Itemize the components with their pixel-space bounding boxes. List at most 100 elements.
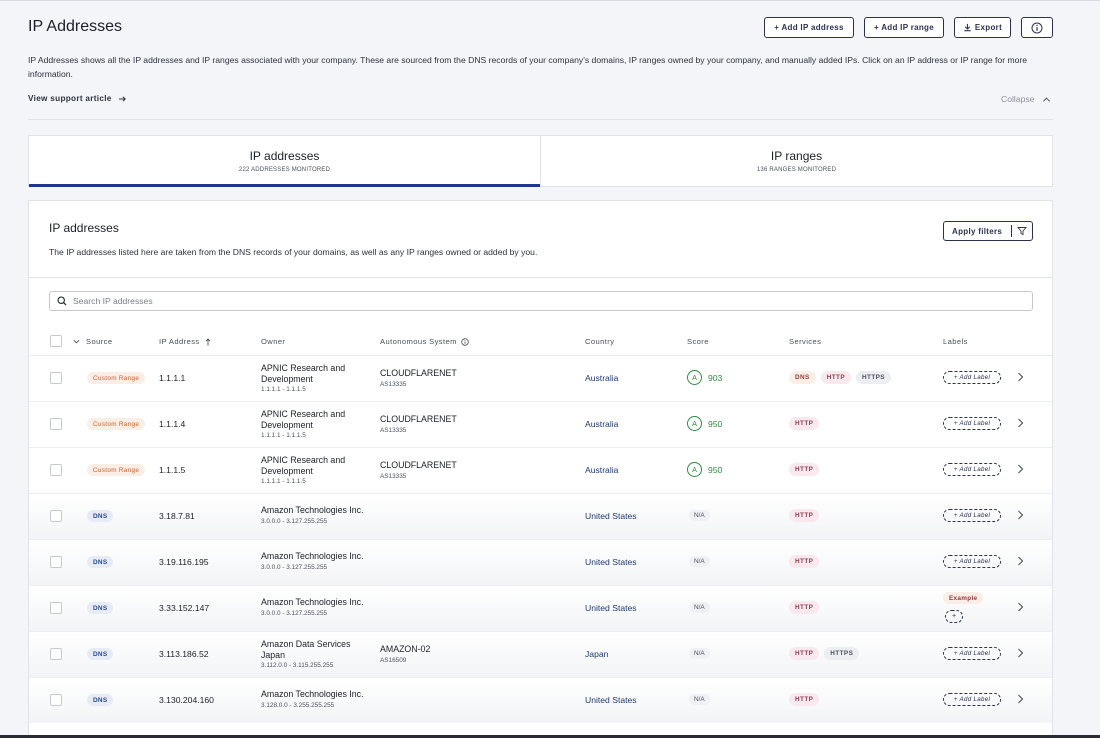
column-autonomous-system[interactable]: Autonomous System xyxy=(380,337,470,346)
owner-range: 3.0.0.0 - 3.127.255.255 xyxy=(261,563,328,571)
chevron-right-icon[interactable] xyxy=(1017,464,1024,474)
tab-ip-ranges-label: IP ranges xyxy=(770,149,823,163)
tab-ip-addresses[interactable]: IP addresses 222 ADDRESSES MONITORED xyxy=(29,136,540,187)
table-row[interactable]: DNS 3.19.116.195 Amazon Technologies Inc… xyxy=(29,539,1052,585)
owner-range: 3.128.0.0 - 3.255.255.255 xyxy=(261,701,335,709)
info-icon[interactable] xyxy=(461,338,470,346)
row-checkbox[interactable] xyxy=(50,556,62,568)
owner-name: APNIC Research and Development xyxy=(261,363,346,384)
row-checkbox[interactable] xyxy=(50,648,62,660)
service-badge: HTTP xyxy=(789,509,820,522)
chevron-right-icon[interactable] xyxy=(1017,372,1024,382)
ip-addresses-panel: IP addresses The IP addresses listed her… xyxy=(28,200,1053,738)
section-divider xyxy=(28,119,1053,120)
add-label-button[interactable]: + Add Label xyxy=(943,417,1001,430)
chevron-right-icon[interactable] xyxy=(1017,602,1024,612)
select-all-checkbox[interactable] xyxy=(50,335,62,347)
support-article-link[interactable]: View support article xyxy=(28,94,127,103)
chevron-right-icon[interactable] xyxy=(1017,510,1024,520)
chevron-right-icon[interactable] xyxy=(1017,694,1024,704)
autonomous-system-cell: CLOUDFLARENET AS13335 xyxy=(380,368,457,388)
score-cell: A 950 xyxy=(687,462,722,477)
services-cell: HTTP xyxy=(789,693,820,706)
panel-divider xyxy=(29,277,1052,278)
owner-cell: APNIC Research and Development 1.1.1.1 - … xyxy=(261,455,376,486)
owner-range: 1.1.1.1 - 1.1.1.5 xyxy=(261,478,306,485)
table-row[interactable]: Custom Range 1.1.1.1 APNIC Research and … xyxy=(29,355,1052,401)
service-badge: HTTPS xyxy=(856,371,891,384)
row-checkbox[interactable] xyxy=(50,602,62,614)
apply-filters-button[interactable]: Apply filters xyxy=(943,221,1033,241)
add-ip-range-button[interactable]: + Add IP range xyxy=(864,17,944,38)
row-checkbox[interactable] xyxy=(50,694,62,706)
tab-ip-addresses-label: IP addresses xyxy=(249,149,320,163)
score-cell: A 903 xyxy=(687,370,722,385)
add-label-button[interactable]: + Add Label xyxy=(943,463,1001,476)
search-box xyxy=(49,291,1033,311)
column-labels[interactable]: Labels xyxy=(943,337,968,346)
source-badge: DNS xyxy=(87,694,114,706)
row-checkbox[interactable] xyxy=(50,418,62,430)
services-cell: DNS HTTP HTTPS xyxy=(789,371,891,384)
chevron-right-icon[interactable] xyxy=(1017,418,1024,428)
owner-name: APNIC Research and Development xyxy=(261,409,346,430)
as-number: AS16509 xyxy=(380,657,407,664)
column-services[interactable]: Services xyxy=(789,337,822,346)
table-row[interactable]: Custom Range 1.1.1.5 APNIC Research and … xyxy=(29,447,1052,493)
info-button[interactable] xyxy=(1021,17,1053,38)
chevron-right-icon[interactable] xyxy=(1017,556,1024,566)
row-checkbox[interactable] xyxy=(50,464,62,476)
arrow-right-icon xyxy=(119,96,127,102)
add-label-button[interactable]: + Add Label xyxy=(943,371,1001,384)
column-ip-address[interactable]: IP Address xyxy=(159,337,211,346)
tab-ip-ranges-count: 136 RANGES MONITORED xyxy=(756,167,837,173)
score-not-available: N/A xyxy=(689,556,710,567)
column-score[interactable]: Score xyxy=(687,337,709,346)
add-label-button[interactable]: + Add Label xyxy=(943,693,1001,706)
tab-ip-ranges[interactable]: IP ranges 136 RANGES MONITORED xyxy=(540,136,1052,186)
column-owner[interactable]: Owner xyxy=(261,337,286,346)
chevron-down-icon[interactable] xyxy=(73,339,80,344)
source-badge: Custom Range xyxy=(87,372,146,384)
ip-address: 3.130.204.160 xyxy=(159,695,214,705)
country: United States xyxy=(585,695,637,705)
owner-name: APNIC Research and Development xyxy=(261,455,346,476)
table-row[interactable]: DNS 3.33.152.147 Amazon Technologies Inc… xyxy=(29,585,1052,631)
table-row[interactable]: Custom Range 1.1.1.4 APNIC Research and … xyxy=(29,401,1052,447)
search-input[interactable] xyxy=(73,296,973,306)
autonomous-system-cell: CLOUDFLARENET AS13335 xyxy=(380,414,457,434)
owner-cell: Amazon Technologies Inc. 3.0.0.0 - 3.127.… xyxy=(261,551,376,572)
collapse-toggle[interactable]: Collapse xyxy=(1001,94,1051,104)
page-title: IP Addresses xyxy=(28,18,122,35)
grade-badge: A xyxy=(687,370,702,385)
score-value: 903 xyxy=(708,372,723,383)
service-badge: HTTP xyxy=(789,693,820,706)
table-row[interactable]: DNS 3.113.186.52 Amazon Data Services Ja… xyxy=(29,631,1052,677)
table-row[interactable]: DNS 3.130.204.160 Amazon Technologies In… xyxy=(29,677,1052,723)
country: Japan xyxy=(585,649,609,659)
add-label-button[interactable]: + xyxy=(945,610,963,623)
add-ip-address-button[interactable]: + Add IP address xyxy=(764,17,854,38)
table-row[interactable]: DNS 3.18.7.81 Amazon Technologies Inc. 3.… xyxy=(29,493,1052,539)
owner-range: 1.1.1.1 - 1.1.1.5 xyxy=(261,386,306,393)
as-name: AMAZON-02 xyxy=(380,644,431,654)
add-label-button[interactable]: + Add Label xyxy=(943,509,1001,522)
ip-address: 3.33.152.147 xyxy=(159,603,210,613)
add-label-button[interactable]: + Add Label xyxy=(943,647,1001,660)
score-value: 950 xyxy=(708,464,723,475)
chevron-right-icon[interactable] xyxy=(1017,648,1024,658)
score-value: 950 xyxy=(708,418,723,429)
column-source[interactable]: Source xyxy=(86,337,113,346)
owner-cell: Amazon Technologies Inc. 3.0.0.0 - 3.127.… xyxy=(261,505,376,526)
add-label-button[interactable]: + Add Label xyxy=(943,555,1001,568)
apply-filters-label: Apply filters xyxy=(952,226,1003,236)
source-badge: DNS xyxy=(87,556,114,568)
row-checkbox[interactable] xyxy=(50,510,62,522)
row-checkbox[interactable] xyxy=(50,372,62,384)
label-badge[interactable]: Example xyxy=(943,592,984,604)
export-button[interactable]: Export xyxy=(954,17,1011,38)
column-ip-address-label: IP Address xyxy=(159,337,200,346)
column-country[interactable]: Country xyxy=(585,337,615,346)
source-badge: Custom Range xyxy=(87,418,146,430)
grade-badge: A xyxy=(687,462,702,477)
